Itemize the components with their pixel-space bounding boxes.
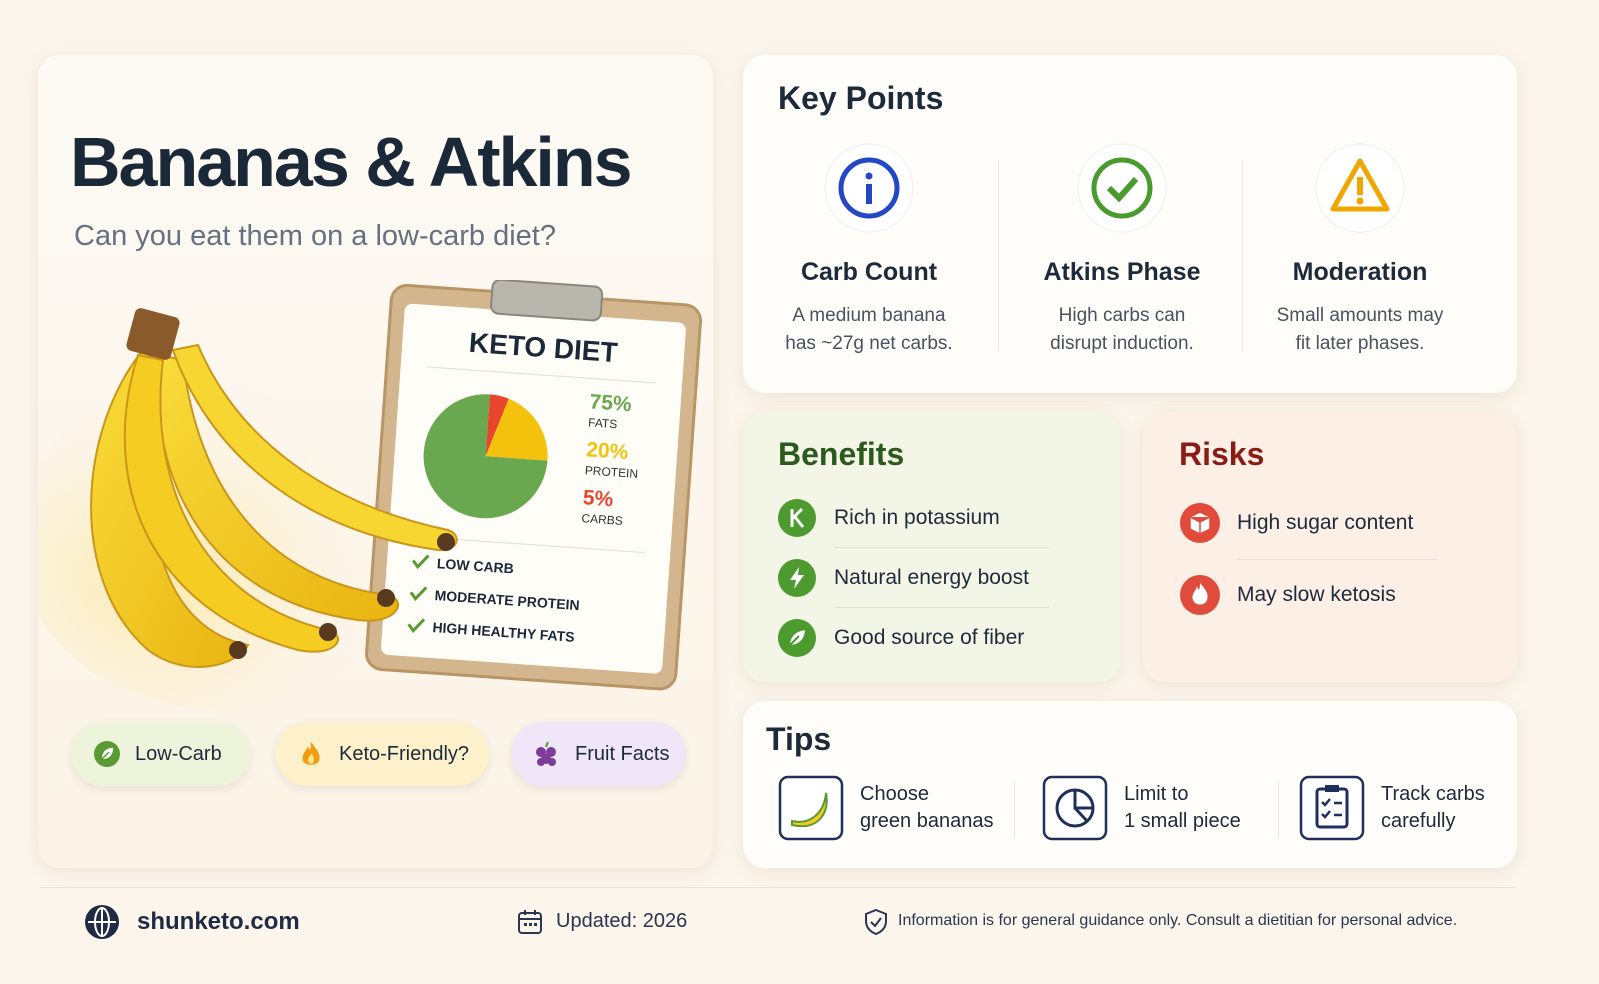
tag-label: Low-Carb — [135, 742, 222, 765]
key-point-heading: Atkins Phase — [1043, 258, 1201, 286]
pie-value-label: 5% — [582, 486, 614, 511]
key-point-heading: Carb Count — [800, 258, 938, 286]
key-point-text: fit later phases. — [1295, 333, 1425, 354]
key-point-text: disrupt induction. — [1050, 333, 1194, 354]
key-point-heading: Moderation — [1292, 258, 1428, 286]
divider — [426, 366, 657, 384]
risk-icon — [1180, 503, 1220, 543]
tag-pill: Low-Carb — [71, 722, 250, 786]
pie-slice — [485, 398, 548, 461]
key-point-text: High carbs can — [1058, 305, 1186, 326]
tip-text: Track carbs — [1381, 783, 1485, 805]
pie-slice — [423, 394, 548, 519]
tips-title: Tips — [766, 721, 832, 757]
risk-item: May slow ketosis — [1237, 583, 1396, 606]
tip-icon — [1042, 775, 1108, 841]
divider — [834, 547, 1049, 548]
clip — [490, 280, 604, 322]
risks-title: Risks — [1179, 436, 1265, 472]
pie-value-label: 75% — [589, 390, 633, 416]
key-point-text: Small amounts may — [1276, 305, 1444, 326]
tag-label: Fruit Facts — [575, 742, 670, 765]
key-points-title: Key Points — [778, 80, 944, 116]
main-title: Bananas & Atkins — [70, 123, 633, 201]
benefit-item: Natural energy boost — [834, 566, 1029, 589]
pie-slice — [485, 394, 509, 457]
updated: Updated: 2026 — [556, 910, 688, 932]
tag-pill: Fruit Facts — [511, 722, 686, 786]
divider — [1237, 559, 1437, 560]
key-point-icon — [1315, 143, 1405, 233]
tip-icon — [1299, 775, 1365, 841]
tip-icon — [778, 775, 844, 841]
check-icon — [407, 618, 426, 633]
tip-text: 1 small piece — [1124, 810, 1241, 832]
tag-icon — [302, 742, 320, 765]
key-point-text: has ~27g net carbs. — [785, 333, 953, 354]
tag-icon — [536, 741, 556, 766]
risk-item: High sugar content — [1237, 511, 1414, 534]
footer-rule — [40, 887, 1516, 888]
tip-text: carefully — [1381, 810, 1456, 832]
benefit-icon — [778, 499, 816, 537]
check-icon — [409, 586, 428, 602]
checklist-item: LOW CARB — [436, 555, 514, 576]
risk-icon — [1180, 575, 1220, 615]
tag-label: Keto-Friendly? — [339, 742, 470, 765]
key-point-text: A medium banana — [792, 305, 946, 326]
pie-name: PROTEIN — [584, 463, 638, 481]
tips-card — [743, 701, 1517, 868]
benefit-item: Good source of fiber — [834, 626, 1025, 649]
divider — [998, 160, 999, 350]
pie-value-label: 20% — [585, 438, 629, 464]
tag-pill: Keto-Friendly? — [275, 722, 489, 786]
disclaimer: Information is for general guidance only… — [898, 912, 1458, 929]
shield-icon — [865, 908, 887, 936]
key-point-icon — [1077, 143, 1167, 233]
benefit-icon — [778, 559, 816, 597]
tip-text: Choose — [860, 783, 929, 805]
tip-text: Limit to — [1124, 783, 1189, 805]
key-point-icon — [824, 143, 914, 233]
divider — [1242, 160, 1243, 350]
subtitle: Can you eat them on a low-carb diet? — [74, 220, 556, 252]
benefit-item: Rich in potassium — [834, 506, 1000, 529]
divider — [1014, 780, 1015, 838]
bananas — [90, 308, 458, 668]
check-icon — [411, 554, 430, 570]
benefits-title: Benefits — [778, 436, 905, 472]
calendar-icon — [518, 910, 542, 934]
benefit-icon — [778, 619, 816, 657]
risks-card — [1143, 412, 1517, 682]
tip-text: green bananas — [860, 810, 994, 832]
divider — [834, 607, 1049, 608]
pie-name: CARBS — [581, 511, 623, 528]
pie-name: FATS — [588, 415, 618, 431]
site: shunketo.com — [137, 908, 300, 935]
tag-icon — [94, 741, 120, 767]
globe-icon — [85, 905, 119, 939]
divider — [1278, 780, 1279, 838]
